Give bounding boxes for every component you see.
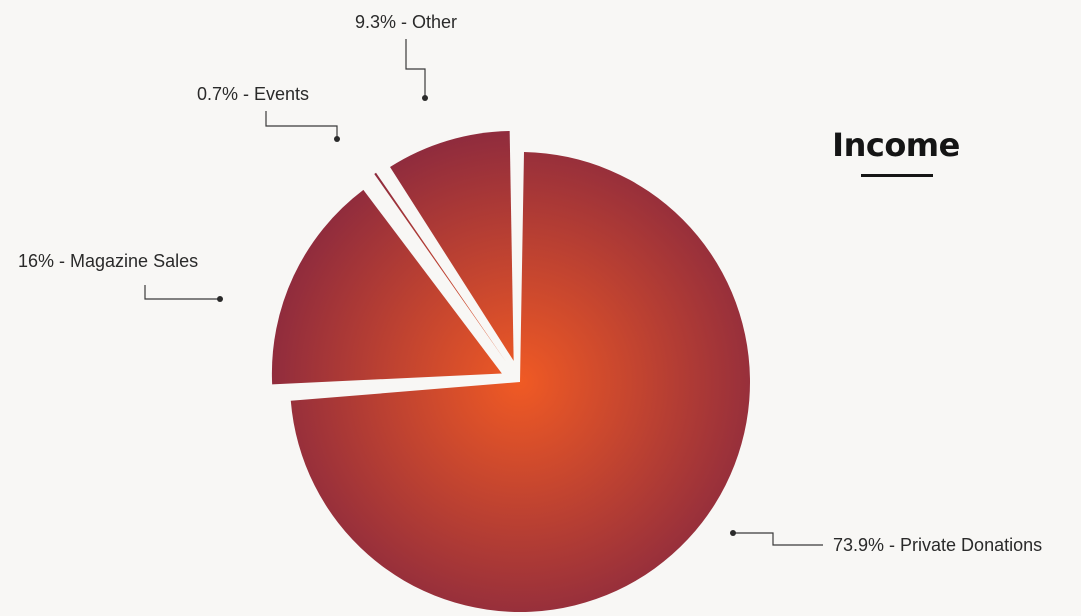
pie-slice-magazine-sales (271, 189, 502, 385)
leader-line-other (405, 39, 426, 98)
pie-slice-events (374, 172, 507, 363)
slice-label-events: 0.7% - Events (197, 84, 309, 104)
pie-slice-other (390, 130, 514, 361)
leader-line-events (265, 111, 338, 139)
leader-lines (144, 39, 823, 546)
slice-label-other: 9.3% - Other (355, 12, 457, 32)
title-underline (861, 174, 933, 177)
leader-line-private-donations (733, 532, 823, 546)
leader-dot-other (422, 95, 428, 101)
slice-label-private-donations: 73.9% - Private Donations (833, 535, 1042, 555)
pie-slices (271, 130, 750, 612)
slice-label-magazine-sales: 16% - Magazine Sales (18, 251, 198, 271)
slice-labels: 73.9% - Private Donations 16% - Magazine … (18, 12, 1042, 555)
leader-dot-magazine-sales (217, 296, 223, 302)
chart-title: Income (832, 126, 960, 164)
leader-line-magazine-sales (144, 285, 220, 300)
pie-slice-private-donations (290, 152, 750, 612)
leader-dot-private-donations (730, 530, 736, 536)
leader-dot-events (334, 136, 340, 142)
